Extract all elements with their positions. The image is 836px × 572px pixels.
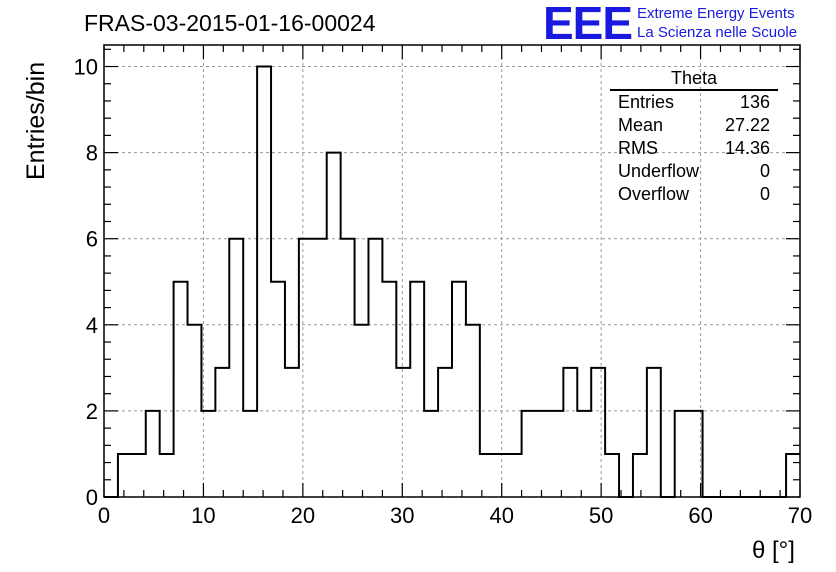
x-tick-label: 10 [191,503,215,528]
histogram-bin [438,368,452,497]
histogram-bin [522,411,536,497]
stats-label: Mean [618,115,664,135]
logo-line-2: La Scienza nelle Scuole [637,24,798,41]
plot-frame [103,44,801,498]
stats-row: Overflow 0 [610,183,778,206]
stats-label: Overflow [618,184,690,204]
x-tick-label: 30 [390,503,414,528]
histogram-bin [160,454,174,497]
y-axis-label: Entries/bin [22,61,50,180]
histogram-bin [577,411,591,497]
stats-row: Entries 136 [610,91,778,114]
histogram-bin [410,282,424,497]
y-tick-label: 4 [86,313,98,338]
histogram-bin [215,368,229,497]
histogram-bin [243,411,257,497]
stats-title: Theta [610,68,778,91]
stats-value: 27.22 [724,115,770,135]
stats-label: RMS [618,138,658,158]
stats-label: Entries [618,92,675,112]
histogram-bin [647,368,661,497]
y-tick-label: 8 [86,141,98,166]
x-tick-label: 70 [788,503,812,528]
histogram-bin [341,239,355,497]
histogram-bin [188,325,202,497]
histogram-bin [382,282,396,497]
histogram-bin [452,282,466,497]
x-tick-label: 40 [489,503,513,528]
histogram-bin [313,239,327,497]
histogram-bin [146,411,160,497]
stats-value: 136 [739,92,770,112]
y-tick-label: 6 [86,227,98,252]
run-title: FRAS-03-2015-01-16-00024 [84,10,376,36]
histogram-outline [104,65,800,498]
x-axis-label: θ [°] [752,537,795,564]
histogram-bin [549,411,563,497]
histogram-bin [605,454,619,497]
histogram-bin [508,454,522,497]
histogram-bin [494,454,508,497]
stats-label: Underflow [618,161,700,181]
histogram-bin [536,411,550,497]
stats-box: Theta Entries 136 Mean 27.22 RMS 14.36 U… [610,68,778,206]
stats-row: Mean 27.22 [610,114,778,137]
histogram-bin [368,239,382,497]
histogram-bin [675,411,689,497]
histogram-bin [786,454,800,497]
stats-row: RMS 14.36 [610,137,778,160]
histogram-bin [396,368,410,497]
stats-value: 14.36 [724,138,770,158]
y-tick-label: 2 [86,399,98,424]
x-tick-label: 50 [589,503,613,528]
histogram-bin [257,67,271,497]
histogram-bin [591,368,605,497]
histogram-bin [271,282,285,497]
histogram-bin [229,239,243,497]
histogram-bin [118,454,132,497]
y-tick-label: 0 [86,485,98,510]
x-tick-label: 20 [291,503,315,528]
y-tick-label: 10 [74,55,98,80]
logo-caption: Extreme Energy Events La Scienza nelle S… [637,4,797,42]
histogram-bin [563,368,577,497]
histogram-bin [633,454,647,497]
histogram-bin [174,282,188,497]
stats-row: Underflow 0 [610,160,778,183]
histogram-bin [355,325,369,497]
histogram-bin [466,325,480,497]
histogram-bin [327,153,341,497]
x-tick-label: 60 [688,503,712,528]
logo-line-1: Extreme Energy Events [637,5,795,22]
histogram-bin [285,368,299,497]
x-tick-label: 0 [98,503,110,528]
histogram-bin [299,239,313,497]
histogram-bin [424,411,438,497]
stats-value: 0 [759,184,770,204]
eee-logo: EEE [543,0,633,49]
stats-value: 0 [759,161,770,181]
